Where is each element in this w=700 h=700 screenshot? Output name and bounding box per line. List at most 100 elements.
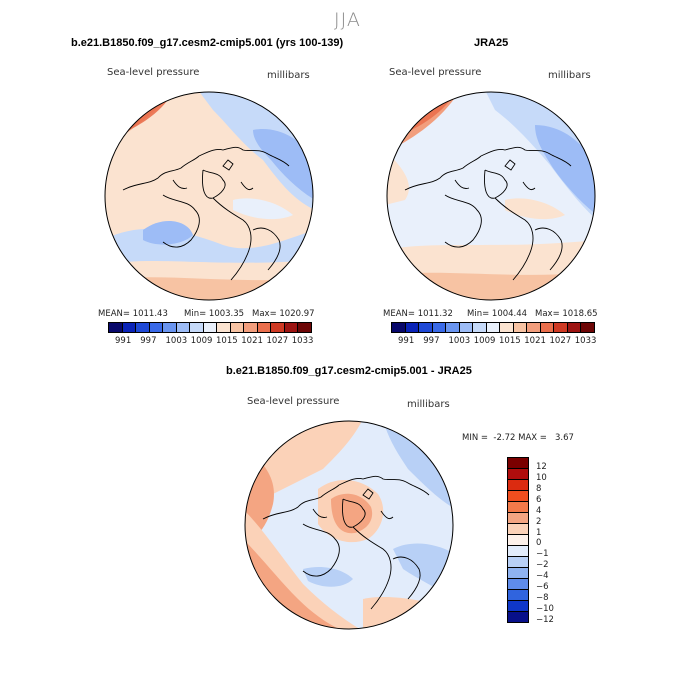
- colorbar-swatch: [508, 458, 528, 469]
- colorbar-swatch: [473, 323, 487, 332]
- variable-label-jra25: Sea-level pressure: [389, 67, 482, 78]
- colorbar-swatch: [176, 323, 191, 332]
- colorbar-swatch: [244, 323, 258, 332]
- colorbar-swatch: [554, 323, 568, 332]
- colorbar-swatch: [230, 323, 245, 332]
- colorbar-tick-label: 1027: [549, 336, 572, 346]
- colorbar-tick-label: 991: [398, 336, 415, 346]
- colorbar-tick-label: −10: [536, 604, 554, 615]
- colorbar-swatch: [149, 323, 164, 332]
- colorbar-tick-label: 997: [423, 336, 440, 346]
- colorbar-tick-label: 1003: [165, 336, 188, 346]
- colorbar-swatch: [136, 323, 150, 332]
- colorbar-swatch: [540, 323, 555, 332]
- colorbar-tick-label: 1: [536, 527, 542, 538]
- colorbar-tick-label: 12: [536, 461, 547, 472]
- figure-title: JJA: [334, 9, 361, 31]
- colorbar-swatch: [508, 601, 528, 612]
- units-label-jra25: millibars: [548, 70, 591, 81]
- colorbar-tick-label: −6: [536, 582, 549, 593]
- colorbar-swatch: [508, 612, 528, 622]
- colorbar-jra25: [391, 322, 595, 333]
- units-label-diff: millibars: [407, 399, 450, 410]
- colorbar-tick-label: 6: [536, 494, 542, 505]
- colorbar-tick-label: −1: [536, 549, 549, 560]
- colorbar-swatch: [392, 323, 406, 332]
- colorbar-swatch: [419, 323, 433, 332]
- colorbar-tick-label: 1033: [291, 336, 314, 346]
- colorbar-swatch: [459, 323, 474, 332]
- variable-label-diff: Sea-level pressure: [247, 396, 340, 407]
- colorbar-tick-label: −12: [536, 615, 554, 625]
- colorbar-tick-label: 997: [140, 336, 157, 346]
- max-label-jra25: Max= 1018.65: [535, 309, 598, 319]
- colorbar-swatch: [217, 323, 231, 332]
- colorbar-tick-label: 1027: [266, 336, 289, 346]
- colorbar-tick-label: 1009: [190, 336, 213, 346]
- colorbar-tick-label: 0: [536, 538, 542, 549]
- colorbar-swatch: [284, 323, 299, 332]
- colorbar-tick-label: −8: [536, 593, 549, 604]
- colorbar-diff: [507, 457, 529, 623]
- colorbar-swatch: [508, 524, 528, 535]
- mean-label-jra25: MEAN= 1011.32: [383, 309, 453, 319]
- colorbar-swatch: [513, 323, 528, 332]
- minmax-label-diff: MIN = -2.72 MAX = 3.67: [462, 433, 574, 443]
- colorbar-swatch: [508, 568, 528, 579]
- colorbar-swatch: [500, 323, 514, 332]
- colorbar-model: [108, 322, 312, 333]
- polar-map-jra25: [386, 91, 596, 301]
- colorbar-swatch: [508, 535, 528, 546]
- mean-label-model: MEAN= 1011.43: [98, 309, 168, 319]
- colorbar-swatch: [298, 323, 311, 332]
- colorbar-swatch: [257, 323, 272, 332]
- max-label-model: Max= 1020.97: [252, 309, 315, 319]
- colorbar-tick-label: 1015: [216, 336, 238, 346]
- colorbar-swatch: [203, 323, 218, 332]
- colorbar-swatch: [163, 323, 177, 332]
- colorbar-swatch: [508, 480, 528, 491]
- colorbar-swatch: [432, 323, 447, 332]
- colorbar-swatch: [486, 323, 501, 332]
- colorbar-swatch: [271, 323, 285, 332]
- min-label-jra25: Min= 1004.44: [467, 309, 528, 319]
- colorbar-swatch: [527, 323, 541, 332]
- colorbar-swatch: [508, 469, 528, 480]
- polar-map-diff: [244, 420, 454, 630]
- colorbar-tick-label: 1021: [524, 336, 546, 346]
- colorbar-tick-label: 991: [115, 336, 132, 346]
- colorbar-tick-label: −2: [536, 560, 549, 571]
- colorbar-swatch: [508, 590, 528, 601]
- colorbar-swatch: [109, 323, 123, 332]
- diff-panel-title: b.e21.B1850.f09_g17.cesm2-cmip5.001 - JR…: [226, 365, 472, 377]
- colorbar-ticks-diff: 12 10 8 6 4 2 1 0 −1 −2 −4 −6 −8 −10 −12: [536, 457, 576, 625]
- colorbar-ticks-jra25: 991 997 1003 1009 1015 1021 1027 1033: [398, 336, 600, 346]
- colorbar-tick-label: 8: [536, 483, 542, 494]
- colorbar-tick-label: 1033: [574, 336, 597, 346]
- colorbar-swatch: [190, 323, 204, 332]
- colorbar-tick-label: 2: [536, 516, 542, 527]
- colorbar-tick-label: 4: [536, 505, 542, 516]
- colorbar-swatch: [508, 546, 528, 557]
- colorbar-swatch: [508, 513, 528, 524]
- panel-title-model: b.e21.B1850.f09_g17.cesm2-cmip5.001 (yrs…: [71, 37, 344, 49]
- colorbar-swatch: [508, 491, 528, 502]
- min-label-model: Min= 1003.35: [184, 309, 245, 319]
- panel-title-jra25: JRA25: [474, 37, 509, 49]
- colorbar-tick-label: −4: [536, 571, 549, 582]
- colorbar-ticks-model: 991 997 1003 1009 1015 1021 1027 1033: [115, 336, 317, 346]
- colorbar-tick-label: 1015: [499, 336, 521, 346]
- colorbar-tick-label: 1009: [473, 336, 496, 346]
- units-label-model: millibars: [267, 70, 310, 81]
- colorbar-swatch: [446, 323, 460, 332]
- colorbar-tick-label: 1003: [448, 336, 471, 346]
- colorbar-swatch: [508, 579, 528, 590]
- colorbar-swatch: [581, 323, 594, 332]
- colorbar-tick-label: 10: [536, 472, 547, 483]
- colorbar-swatch: [567, 323, 582, 332]
- colorbar-swatch: [508, 557, 528, 568]
- polar-map-model: [104, 91, 314, 301]
- variable-label-model: Sea-level pressure: [107, 67, 200, 78]
- colorbar-swatch: [508, 502, 528, 513]
- colorbar-swatch: [405, 323, 420, 332]
